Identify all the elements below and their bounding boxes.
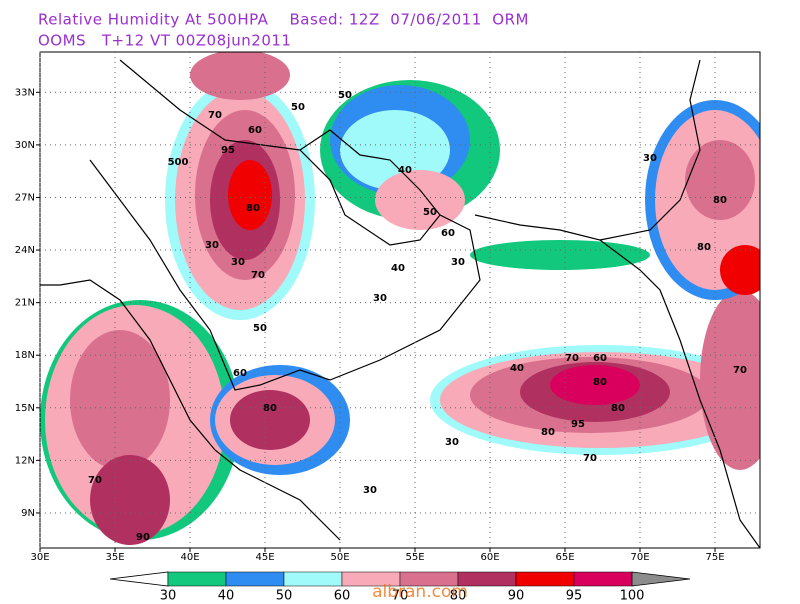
- y-tick-label: 30N: [15, 140, 35, 151]
- contour-label: 30: [231, 257, 245, 268]
- contour-label: 60: [248, 125, 262, 136]
- contour-label: 60: [593, 353, 607, 364]
- x-tick-label: 30E: [30, 552, 49, 563]
- colorbar-label: 50: [276, 589, 293, 601]
- contour-label: 50: [253, 323, 267, 334]
- contour-label: 60: [233, 368, 247, 379]
- x-tick-label: 55E: [405, 552, 424, 563]
- contour-label: 80: [697, 242, 711, 253]
- contour-label: 50: [291, 102, 305, 113]
- watermark: albran.com: [372, 582, 468, 600]
- contour-label: 30: [363, 485, 377, 496]
- contour-label: 40: [398, 165, 412, 176]
- x-tick-label: 35E: [105, 552, 124, 563]
- contour-label: 60: [441, 228, 455, 239]
- x-tick-label: 65E: [555, 552, 574, 563]
- humidity-field: [40, 52, 760, 548]
- colorbar-label: 40: [218, 589, 235, 601]
- colorbar-label: 60: [334, 589, 351, 601]
- y-tick-label: 12N: [15, 455, 35, 466]
- contour-label: 95: [571, 419, 585, 430]
- contour-label: 30: [445, 437, 459, 448]
- x-tick-label: 70E: [630, 552, 649, 563]
- contour-label: 40: [510, 363, 524, 374]
- x-tick-label: 40E: [180, 552, 199, 563]
- contour-label: 95: [221, 145, 235, 156]
- contour-label: 90: [136, 532, 150, 543]
- contour-label: 80: [541, 427, 555, 438]
- y-tick-label: 18N: [15, 350, 35, 361]
- contour-label: 80: [246, 203, 260, 214]
- contour-label: 70: [565, 353, 579, 364]
- colorbar-label: 100: [620, 589, 645, 601]
- x-tick-label: 75E: [705, 552, 724, 563]
- contour-label: 80: [263, 403, 277, 414]
- y-tick-label: 15N: [15, 403, 35, 414]
- contour-label: 70: [208, 110, 222, 121]
- y-tick-label: 33N: [15, 87, 35, 98]
- contour-label: 30: [205, 240, 219, 251]
- y-tick-label: 21N: [15, 298, 35, 309]
- contour-label: 40: [391, 263, 405, 274]
- colorbar-segment: [225, 571, 285, 587]
- contour-label: 70: [733, 365, 747, 376]
- colorbar-arrow: [631, 571, 691, 587]
- contour-label: 50: [423, 207, 437, 218]
- y-tick-label: 27N: [15, 192, 35, 203]
- contour-label: 50: [338, 90, 352, 101]
- contour-label: 30: [451, 257, 465, 268]
- header-line: OOMS T+12 VT 00Z08jun2011: [38, 32, 291, 50]
- x-tick-label: 45E: [255, 552, 274, 563]
- colorbar-label: 95: [566, 589, 583, 601]
- contour-label: 70: [88, 475, 102, 486]
- colorbar-arrow: [109, 571, 169, 587]
- colorbar-segment: [573, 571, 633, 587]
- y-tick-label: 24N: [15, 245, 35, 256]
- map-frame: [39, 51, 761, 549]
- colorbar-label: 30: [160, 589, 177, 601]
- colorbar-segment: [167, 571, 227, 587]
- x-tick-label: 50E: [330, 552, 349, 563]
- contour-label: 30: [643, 153, 657, 164]
- colorbar-label: 90: [508, 589, 525, 601]
- contour-label: 500: [168, 157, 189, 168]
- contour-label: 30: [373, 293, 387, 304]
- y-tick-label: 9N: [21, 508, 35, 519]
- contour-label: 70: [251, 270, 265, 281]
- contour-label: 80: [593, 377, 607, 388]
- contour-label: 70: [583, 453, 597, 464]
- colorbar-segment: [283, 571, 343, 587]
- contour-label: 80: [611, 403, 625, 414]
- x-tick-label: 60E: [480, 552, 499, 563]
- contour-label: 80: [713, 195, 727, 206]
- colorbar-segment: [515, 571, 575, 587]
- header-line: Relative Humidity At 500HPA Based: 12Z 0…: [38, 11, 529, 29]
